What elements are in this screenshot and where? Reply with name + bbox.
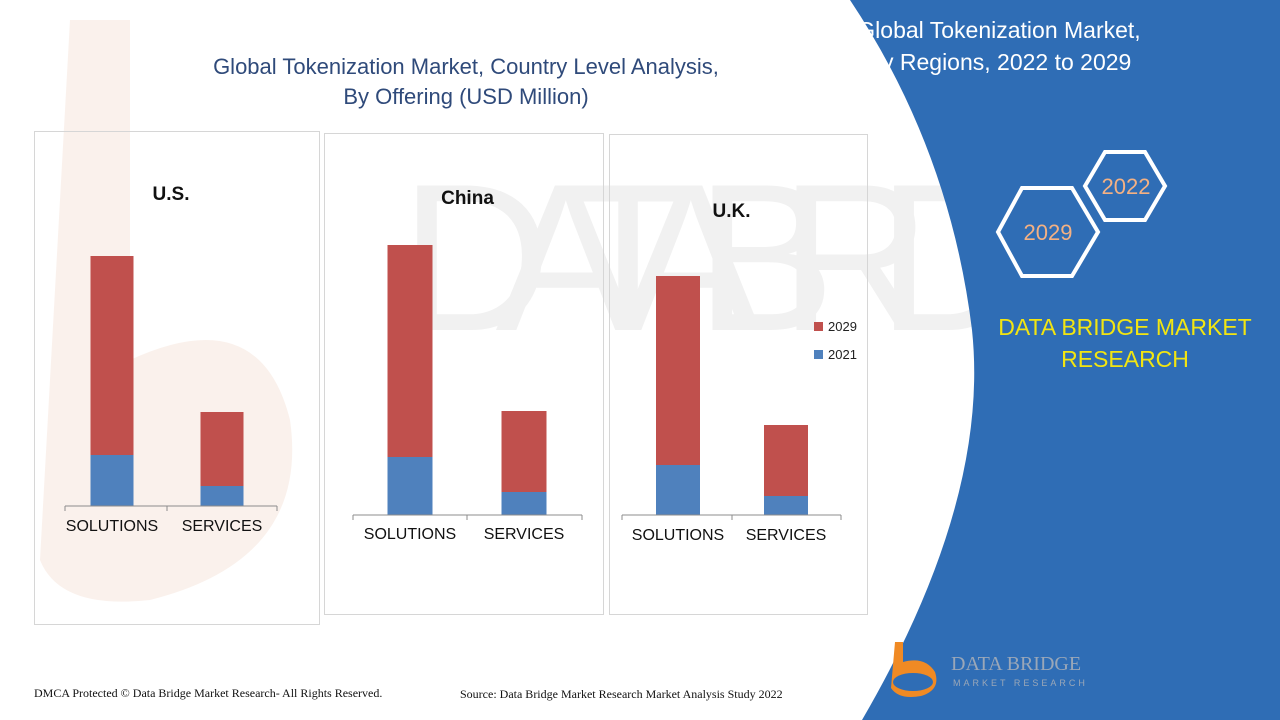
data-bridge-logo: DATA BRIDGE MARKET RESEARCH	[891, 642, 1088, 697]
bar-2021-services	[200, 486, 244, 506]
legend-label-2021: 2021	[828, 346, 857, 362]
stacked-bar-chart-1: China SOLUTIONS SERVICES	[352, 188, 583, 543]
legend-swatch-2029	[814, 321, 823, 331]
side-title-line2: By Regions, 2022 to 2029	[866, 49, 1132, 75]
stacked-bar-chart-0: U.S. SOLUTIONS SERVICES	[64, 184, 278, 535]
bar-2029-solutions	[656, 276, 700, 465]
logo-text-main: DATA BRIDGE	[951, 653, 1081, 675]
brand-text: DATA BRIDGE MARKET RESEARCH	[970, 311, 1280, 375]
category-label: SERVICES	[484, 526, 565, 543]
chart-panel-us: U.S. SOLUTIONS SERVICES	[34, 131, 320, 625]
brand-line2: RESEARCH	[1061, 346, 1189, 372]
category-label: SOLUTIONS	[364, 526, 456, 543]
bar-2029-services	[200, 412, 244, 486]
category-label: SOLUTIONS	[632, 527, 724, 544]
side-title-line1: Global Tokenization Market,	[857, 17, 1141, 43]
bar-2029-solutions	[387, 245, 433, 457]
legend-label-2029: 2029	[828, 318, 857, 334]
category-label: SOLUTIONS	[66, 518, 158, 535]
logo-swoosh-icon	[893, 673, 933, 691]
footer-source: Source: Data Bridge Market Research Mark…	[460, 687, 783, 701]
chart-title: U.K.	[713, 201, 751, 222]
legend-swatch-2021	[814, 349, 823, 359]
brand-line1: DATA BRIDGE MARKET	[998, 314, 1252, 340]
bar-2021-services	[764, 496, 808, 515]
bar-2029-solutions	[90, 256, 134, 455]
hexagon-top-year: 2022	[1102, 174, 1151, 199]
side-panel-title: Global Tokenization Market, By Regions, …	[766, 14, 1232, 78]
main-title-line2: By Offering (USD Million)	[343, 84, 589, 109]
bar-2021-solutions	[387, 457, 433, 515]
footer-copyright: DMCA Protected © Data Bridge Market Rese…	[34, 686, 383, 700]
bar-2021-solutions	[90, 455, 134, 506]
bar-2021-services	[501, 492, 547, 515]
legend-item-2029: 2029	[814, 312, 857, 340]
stacked-bar-chart-2: U.K. SOLUTIONS SERVICES	[621, 201, 842, 544]
hexagon-bottom-icon	[995, 186, 1101, 278]
main-title-line1: Global Tokenization Market, Country Leve…	[213, 54, 719, 79]
chart-title: U.S.	[153, 184, 190, 205]
chart-legend: 2029 2021	[814, 312, 857, 368]
category-label: SERVICES	[746, 527, 827, 544]
hexagon-bottom-year: 2029	[1024, 220, 1073, 245]
legend-item-2021: 2021	[814, 340, 857, 368]
bar-2029-services	[764, 425, 808, 496]
chart-title: China	[441, 188, 494, 209]
year-hexagons: 2022 2029	[995, 150, 1168, 278]
logo-text-sub: MARKET RESEARCH	[953, 678, 1088, 688]
category-label: SERVICES	[182, 518, 263, 535]
bar-2029-services	[501, 411, 547, 492]
bar-2021-solutions	[656, 465, 700, 515]
chart-panel-uk: U.K. SOLUTIONS SERVICES	[609, 134, 868, 615]
hexagon-top-icon	[1082, 150, 1168, 222]
chart-panel-china: China SOLUTIONS SERVICES	[324, 133, 604, 615]
chart-main-title: Global Tokenization Market, Country Leve…	[100, 52, 832, 112]
